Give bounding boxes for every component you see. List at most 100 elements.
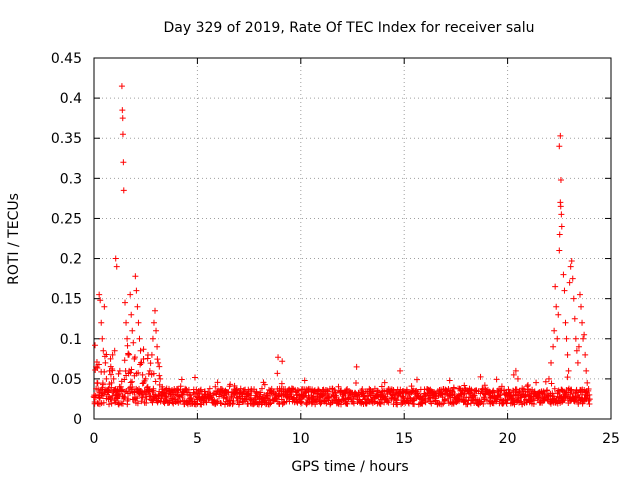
data-point	[275, 354, 282, 361]
data-point	[121, 376, 128, 383]
data-point	[98, 319, 105, 326]
data-point	[571, 398, 578, 405]
data-point	[101, 303, 108, 310]
data-point	[103, 351, 110, 358]
data-point	[258, 385, 265, 392]
data-point	[129, 383, 136, 390]
data-point	[158, 395, 165, 402]
data-point	[251, 396, 258, 403]
data-point	[197, 386, 204, 393]
data-point	[140, 356, 147, 363]
data-point	[115, 401, 122, 408]
data-point	[188, 394, 195, 401]
data-point	[138, 398, 145, 405]
data-point	[267, 400, 274, 407]
data-point	[154, 356, 161, 363]
data-point	[115, 370, 122, 377]
data-point	[446, 377, 453, 384]
data-point	[317, 400, 324, 407]
y-tick-label: 0.15	[51, 292, 82, 308]
data-point	[125, 396, 132, 403]
data-point	[545, 375, 552, 382]
data-point	[324, 387, 331, 394]
data-point	[197, 387, 204, 394]
data-point	[154, 343, 161, 350]
data-point	[100, 347, 107, 354]
data-point	[584, 379, 591, 386]
data-point	[99, 381, 106, 388]
data-points	[90, 83, 593, 408]
data-point	[477, 399, 484, 406]
data-point	[540, 388, 547, 395]
data-point	[156, 363, 163, 370]
data-point	[134, 400, 141, 407]
data-point	[129, 378, 136, 385]
y-tick-label: 0.35	[51, 131, 82, 147]
data-point	[150, 387, 157, 394]
y-tick-label: 0.4	[60, 91, 82, 107]
data-point	[570, 295, 577, 302]
data-point	[139, 371, 146, 378]
data-point	[585, 387, 592, 394]
y-tick-label: 0.1	[60, 332, 82, 348]
data-point	[562, 319, 569, 326]
data-point	[576, 291, 583, 298]
data-point	[413, 376, 420, 383]
x-tick-label: 20	[499, 431, 517, 447]
data-point	[557, 203, 564, 210]
data-point	[549, 390, 556, 397]
data-point	[578, 303, 585, 310]
y-tick-label: 0.3	[60, 171, 82, 187]
data-point	[139, 394, 146, 401]
data-point	[144, 383, 151, 390]
data-point	[150, 319, 157, 326]
data-point	[135, 319, 142, 326]
data-point	[438, 401, 445, 408]
data-point	[134, 395, 141, 402]
data-point	[194, 400, 201, 407]
data-point	[564, 351, 571, 358]
data-point	[531, 397, 538, 404]
data-point	[419, 400, 426, 407]
data-point	[344, 400, 351, 407]
data-point	[131, 355, 138, 362]
data-point	[216, 393, 223, 400]
data-point	[569, 275, 576, 282]
data-point	[583, 367, 590, 374]
data-point	[553, 303, 560, 310]
data-point	[568, 386, 575, 393]
data-point	[363, 400, 370, 407]
data-point	[227, 381, 234, 388]
y-tick-label: 0.2	[60, 252, 82, 268]
data-point	[137, 347, 144, 354]
data-point	[253, 390, 260, 397]
data-point	[113, 263, 120, 270]
axis-ticks	[93, 57, 612, 420]
data-point	[535, 394, 542, 401]
data-point	[343, 387, 350, 394]
data-point	[106, 401, 113, 408]
data-point	[552, 283, 559, 290]
data-point	[542, 378, 549, 385]
data-point	[122, 299, 129, 306]
data-point	[582, 351, 589, 358]
data-point	[155, 359, 162, 366]
data-point	[580, 335, 587, 342]
data-point	[548, 359, 555, 366]
data-point	[427, 394, 434, 401]
data-point	[121, 357, 128, 364]
data-point	[110, 375, 117, 382]
data-point	[132, 273, 139, 280]
data-point	[501, 387, 508, 394]
data-point	[126, 390, 133, 397]
data-point	[511, 401, 518, 408]
data-point	[100, 399, 107, 406]
data-point	[274, 370, 281, 377]
data-point	[461, 382, 468, 389]
data-point	[95, 391, 102, 398]
data-point	[231, 382, 238, 389]
data-point	[229, 393, 236, 400]
data-point	[142, 375, 149, 382]
data-point	[403, 386, 410, 393]
